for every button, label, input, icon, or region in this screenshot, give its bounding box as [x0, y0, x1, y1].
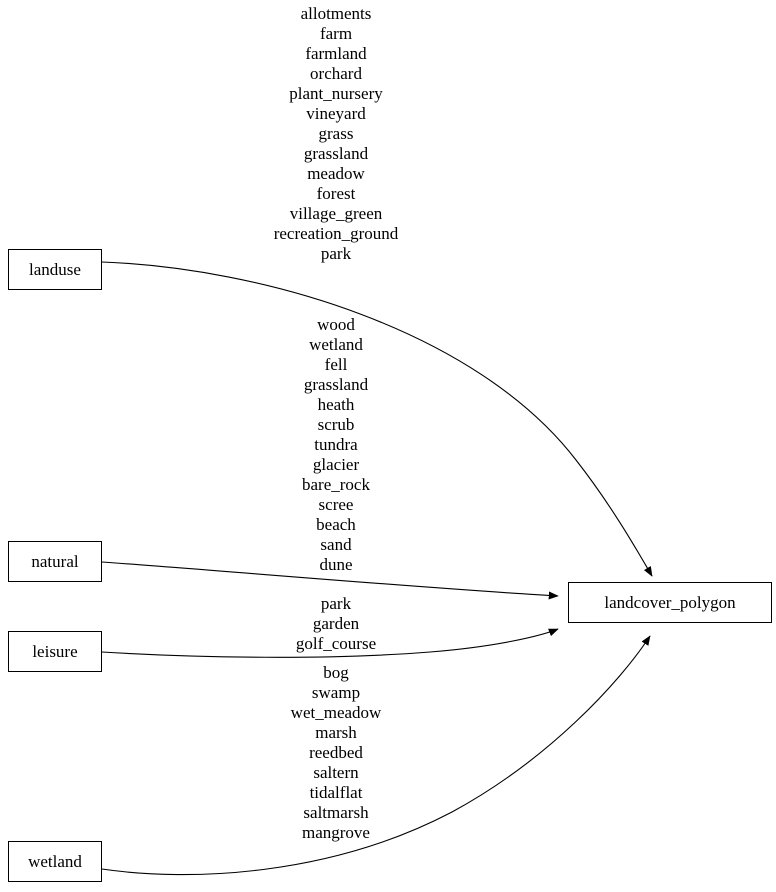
edge-label: orchard — [310, 64, 362, 83]
edge-label: village_green — [289, 204, 383, 223]
edge-label: recreation_ground — [273, 224, 399, 243]
edge-leisure-to-landcover-polygon — [101, 628, 559, 658]
edge-label: bog — [323, 663, 349, 682]
edge-label: swamp — [311, 683, 361, 702]
edge-label: garden — [312, 614, 360, 633]
edge-label: wood — [317, 315, 355, 334]
node-landuse-label: landuse — [29, 260, 81, 279]
edge-label: fell — [324, 355, 348, 374]
edge-label: bare_rock — [302, 475, 370, 494]
node-landuse[interactable]: landuse — [8, 249, 102, 290]
edge-label: dune — [319, 555, 353, 574]
edge-label-group-leisure: park garden golf_course — [186, 594, 486, 654]
edge-label: farm — [319, 24, 353, 43]
edge-landuse-to-landcover-polygon — [101, 261, 653, 577]
edge-wetland-to-landcover-polygon — [101, 635, 651, 876]
edge-label-group-landuse: allotments farm farmland orchard plant_nurse… — [186, 4, 486, 264]
node-leisure[interactable]: leisure — [8, 631, 102, 672]
node-wetland[interactable]: wetland — [8, 841, 102, 882]
edge-label: scrub — [317, 415, 355, 434]
edge-label: wet_meadow — [290, 703, 382, 722]
node-leisure-label: leisure — [32, 642, 78, 661]
edge-label-group-natural: wood wetland fell grassland heath scrub tundra… — [186, 315, 486, 575]
edge-label: meadow — [307, 164, 365, 183]
edge-label-group-wetland: bog swamp wet_meadow marsh reedbed saltern tid… — [186, 663, 486, 843]
edge-label: beach — [316, 515, 356, 534]
edge-label: allotments — [300, 4, 372, 23]
edge-label: tundra — [314, 435, 358, 454]
edge-label: saltern — [313, 763, 359, 782]
edge-label: park — [320, 594, 352, 613]
edge-label: farmland — [305, 44, 367, 63]
edge-label: vineyard — [306, 104, 366, 123]
edge-label: glacier — [312, 455, 360, 474]
edge-label: saltmarsh — [303, 803, 369, 822]
edge-label: mangrove — [302, 823, 370, 842]
edge-label: heath — [317, 395, 355, 414]
node-wetland-label: wetland — [28, 852, 82, 871]
edge-label: forest — [316, 184, 356, 203]
edge-label: scree — [318, 495, 354, 514]
edge-label: reedbed — [309, 743, 363, 762]
edge-label: grassland — [303, 144, 369, 163]
node-natural[interactable]: natural — [8, 541, 102, 582]
edge-label: grass — [318, 124, 354, 143]
edge-label: park — [320, 244, 352, 263]
node-landcover-polygon-label: landcover_polygon — [604, 593, 736, 612]
edge-label: sand — [320, 535, 352, 554]
node-natural-label: natural — [31, 552, 79, 571]
edge-label: marsh — [315, 723, 357, 742]
edge-label: wetland — [309, 335, 363, 354]
edge-label: grassland — [303, 375, 369, 394]
edge-label: plant_nursery — [289, 84, 383, 103]
node-landcover-polygon[interactable]: landcover_polygon — [568, 582, 772, 623]
edge-label: golf_course — [295, 634, 377, 653]
edge-label: tidalflat — [309, 783, 363, 802]
edge-natural-to-landcover-polygon — [101, 561, 559, 600]
